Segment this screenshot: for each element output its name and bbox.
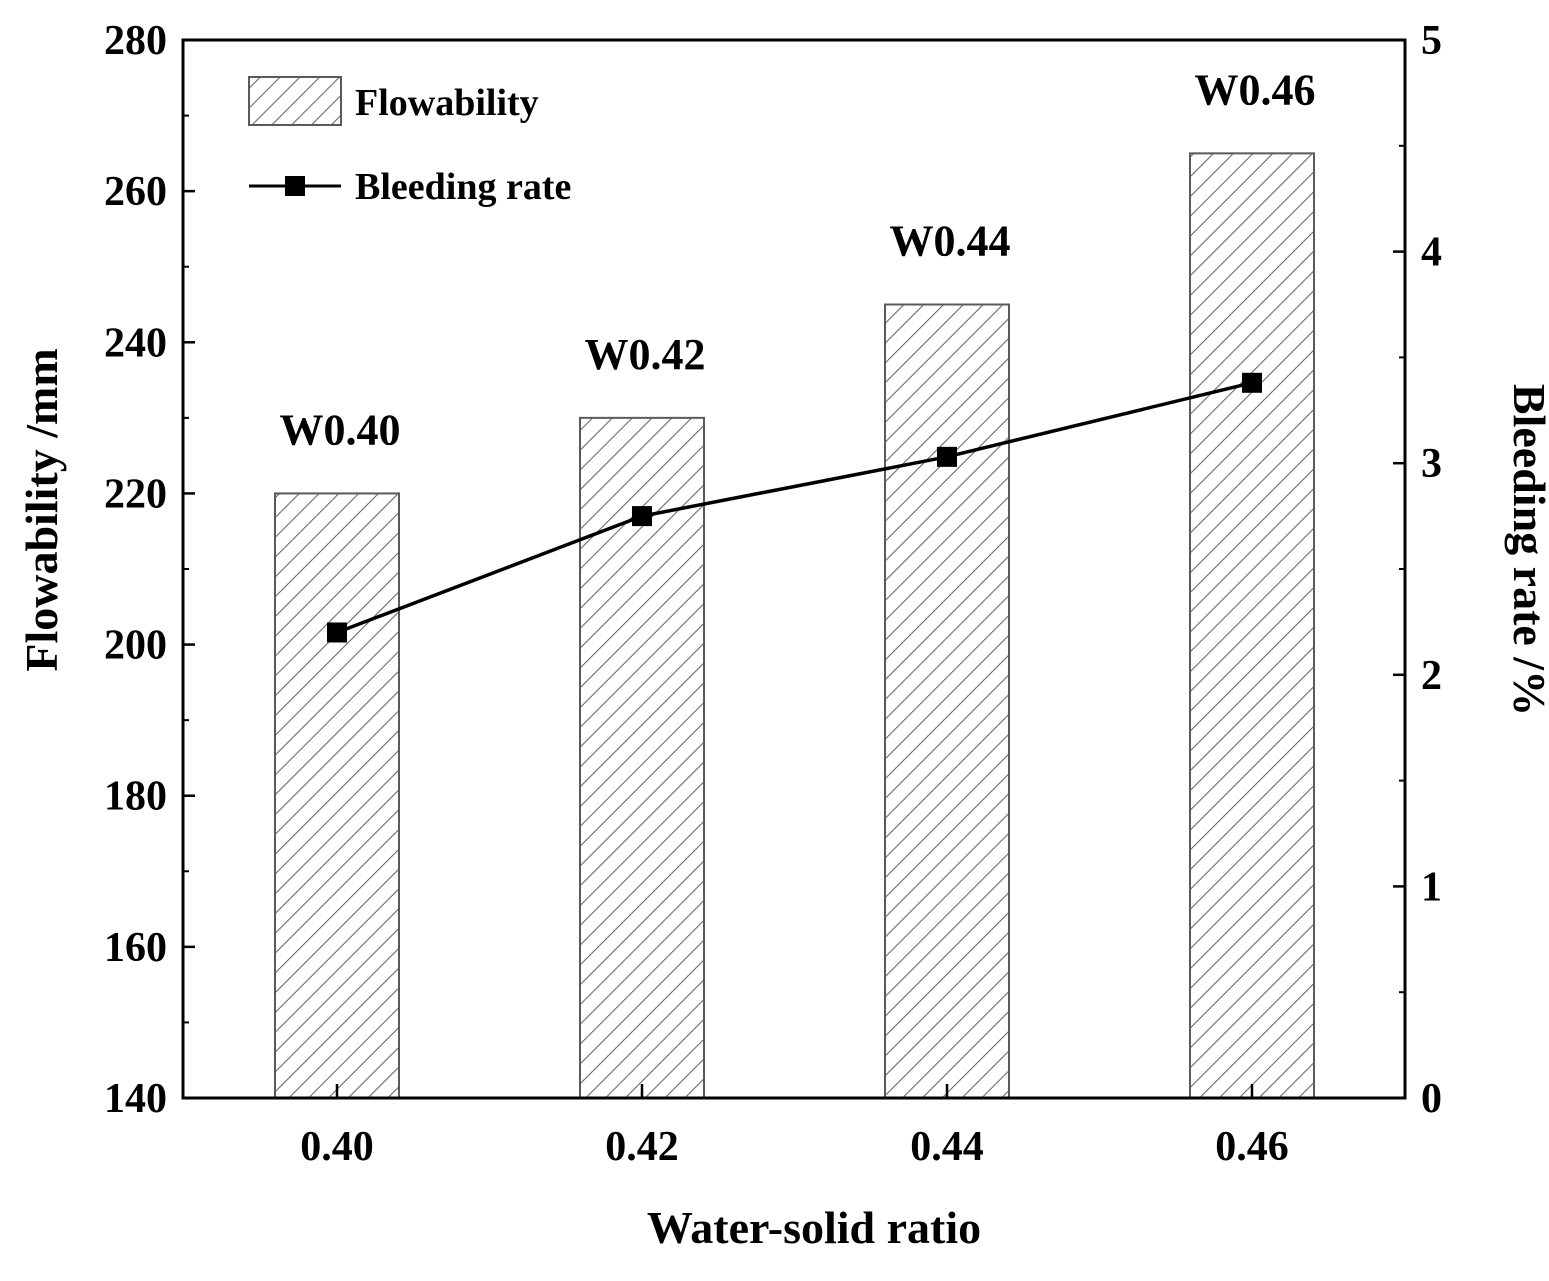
bar-0.44 [884, 303, 1010, 1099]
axes-group: 140 160 180 200 220 240 260 280 0 1 2 3 4 5 0.40 0.42 0.… [104, 18, 1442, 1170]
y2-tick-label-3: 3 [1421, 441, 1442, 487]
bleeding-rate-point-0.42 [632, 506, 652, 527]
y-axis-label: Flowability /mm [16, 348, 67, 671]
bar-label-0.42: W0.42 [585, 330, 706, 379]
bar-label-0.44: W0.44 [890, 217, 1011, 266]
y-tick-label-140: 140 [104, 1076, 167, 1122]
line-series-group [327, 372, 1262, 643]
bleeding-rate-point-0.40 [327, 622, 347, 643]
y2-tick-label-2: 2 [1421, 653, 1442, 699]
bar-labels-group: W0.40 W0.42 W0.44 W0.46 [280, 65, 1316, 454]
x-tick-label-0.44: 0.44 [910, 1124, 984, 1170]
x-tick-label-0.46: 0.46 [1215, 1124, 1289, 1170]
y2-tick-label-5: 5 [1421, 18, 1442, 64]
x-axis-label: Water-solid ratio [647, 1202, 981, 1253]
y2-axis-label: Bleeding rate /% [1504, 384, 1549, 716]
y-tick-label-240: 240 [104, 320, 167, 366]
bar-label-0.40: W0.40 [280, 405, 401, 454]
y-tick-label-280: 280 [104, 18, 167, 64]
legend-swatch-flowability [248, 76, 342, 126]
bar-0.40 [274, 492, 400, 1099]
bleeding-rate-point-0.44 [937, 446, 957, 467]
x-tick-label-0.42: 0.42 [605, 1124, 679, 1170]
y2-tick-label-1: 1 [1421, 864, 1442, 910]
y-tick-label-260: 260 [104, 169, 167, 215]
bar-0.46 [1189, 152, 1315, 1100]
bleeding-rate-point-0.46 [1242, 372, 1262, 393]
bar-label-0.46: W0.46 [1195, 65, 1316, 114]
y2-tick-label-0: 0 [1421, 1076, 1442, 1122]
y-tick-label-160: 160 [104, 925, 167, 971]
y-tick-label-220: 220 [104, 471, 167, 517]
y-tick-label-200: 200 [104, 623, 167, 669]
legend-swatch-marker [285, 176, 305, 196]
legend: Flowability Bleeding rate [248, 76, 571, 208]
legend-label-bleeding-rate: Bleeding rate [355, 166, 571, 208]
bars-group [274, 152, 1315, 1100]
y-tick-label-180: 180 [104, 774, 167, 820]
bleeding-rate-line [336, 381, 1253, 635]
legend-label-flowability: Flowability [355, 82, 539, 124]
y2-tick-label-4: 4 [1421, 230, 1442, 276]
x-tick-label-0.40: 0.40 [300, 1124, 374, 1170]
